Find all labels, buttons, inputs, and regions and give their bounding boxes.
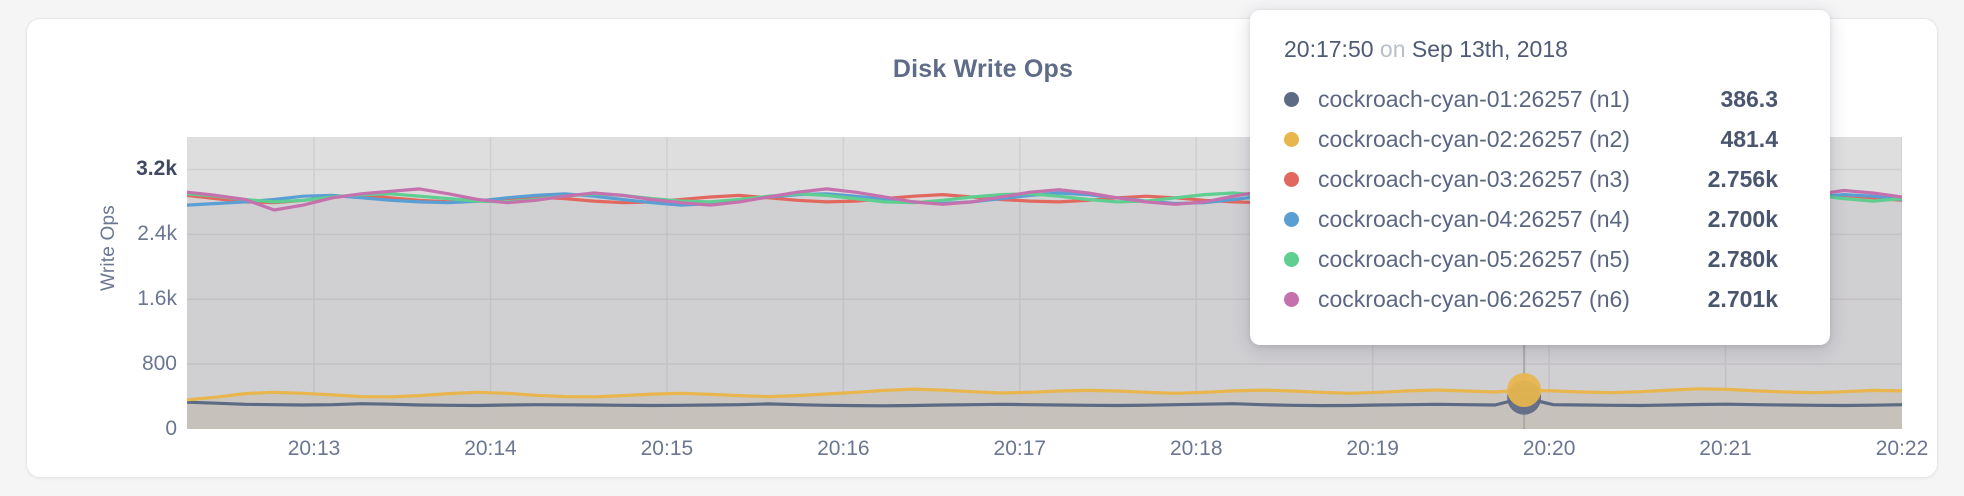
- x-tick-label: 20:19: [1346, 437, 1399, 460]
- series-color-dot-icon: [1284, 131, 1299, 147]
- tooltip-on-word: on: [1379, 36, 1406, 62]
- series-line-n2[interactable]: [187, 387, 1902, 402]
- x-tick-label: 20:17: [993, 437, 1047, 460]
- y-tick-label: 1.6k: [137, 287, 177, 311]
- tooltip-series-label: cockroach-cyan-06:26257 (n6): [1318, 285, 1630, 312]
- tooltip-row: cockroach-cyan-06:26257 (n6) 2.701k: [1284, 279, 1800, 319]
- series-line-n1[interactable]: [187, 396, 1902, 408]
- hover-marker-n2: [1507, 372, 1542, 407]
- y-axis-ticks: 0 800 1.6k 2.4k 3.2k: [67, 137, 177, 440]
- series-color-dot-icon: [1284, 171, 1299, 187]
- x-tick-label: 20:18: [1169, 437, 1223, 460]
- tooltip-series-label: cockroach-cyan-04:26257 (n4): [1318, 205, 1630, 232]
- tooltip-series-label: cockroach-cyan-02:26257 (n2): [1318, 125, 1630, 152]
- y-tick-label: 0: [165, 417, 177, 440]
- hover-tooltip: 20:17:50 on Sep 13th, 2018 cockroach-cya…: [1250, 10, 1830, 345]
- tooltip-time: 20:17:50: [1284, 36, 1374, 62]
- y-tick-label: 3.2k: [136, 157, 177, 181]
- y-tick-label: 800: [141, 352, 177, 376]
- series-color-dot-icon: [1284, 251, 1299, 267]
- x-axis-ticks: 20:13 20:14 20:15 20:16 20:17 20:18 20:19 20:20…: [187, 437, 1929, 471]
- tooltip-row: cockroach-cyan-02:26257 (n2) 481.4: [1284, 119, 1800, 159]
- tooltip-series-value: 2.700k: [1707, 205, 1778, 232]
- series-color-dot-icon: [1284, 211, 1299, 227]
- tooltip-series-label: cockroach-cyan-05:26257 (n5): [1318, 245, 1630, 272]
- tooltip-series-value: 2.756k: [1707, 165, 1778, 192]
- series-color-dot-icon: [1284, 91, 1299, 107]
- tooltip-series-value: 2.780k: [1707, 245, 1778, 272]
- tooltip-date: Sep 13th, 2018: [1411, 36, 1568, 62]
- x-tick-label: 20:21: [1699, 437, 1752, 460]
- series-color-dot-icon: [1284, 291, 1299, 307]
- tooltip-row: cockroach-cyan-01:26257 (n1) 386.3: [1284, 79, 1800, 119]
- tooltip-row: cockroach-cyan-03:26257 (n3) 2.756k: [1284, 159, 1800, 199]
- tooltip-row: cockroach-cyan-04:26257 (n4) 2.700k: [1284, 199, 1800, 239]
- tooltip-series-label: cockroach-cyan-01:26257 (n1): [1318, 85, 1630, 112]
- tooltip-series-list: cockroach-cyan-01:26257 (n1) 386.3 cockroa…: [1284, 79, 1800, 319]
- x-tick-label: 20:13: [287, 437, 341, 460]
- tooltip-row: cockroach-cyan-05:26257 (n5) 2.780k: [1284, 239, 1800, 279]
- tooltip-series-value: 481.4: [1720, 125, 1778, 152]
- tooltip-series-value: 2.701k: [1707, 285, 1778, 312]
- y-tick-label: 2.4k: [137, 222, 177, 246]
- tooltip-series-value: 386.3: [1720, 85, 1778, 112]
- x-tick-label: 20:16: [817, 437, 870, 460]
- tooltip-series-label: cockroach-cyan-03:26257 (n3): [1318, 165, 1630, 192]
- x-tick-label: 20:14: [464, 437, 517, 460]
- x-tick-label: 20:20: [1522, 437, 1576, 460]
- tooltip-header: 20:17:50 on Sep 13th, 2018: [1284, 36, 1800, 63]
- page-title: Disk Write Ops: [892, 55, 1074, 83]
- x-tick-label: 20:22: [1875, 437, 1929, 460]
- x-tick-label: 20:15: [640, 437, 694, 460]
